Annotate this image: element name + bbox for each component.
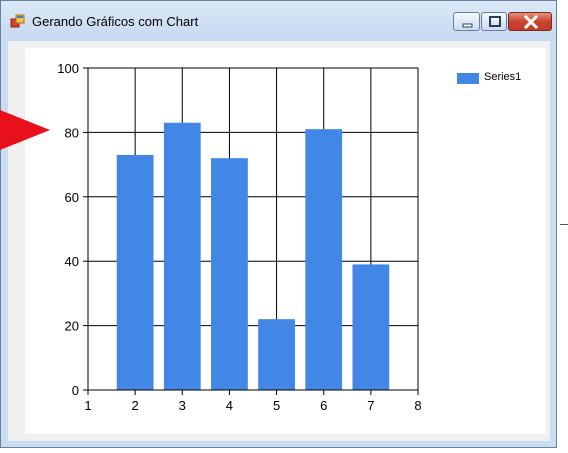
minimize-button[interactable] [453, 12, 480, 31]
bar [305, 129, 343, 390]
bar [258, 319, 295, 390]
x-tick-label: 6 [320, 398, 327, 413]
y-tick-label: 60 [65, 190, 79, 205]
main-window: Gerando Gráficos com Chart 0 20 40 60 80 100 1… [0, 0, 557, 448]
x-tick-label: 5 [273, 398, 280, 413]
y-tick-label: 40 [65, 254, 79, 269]
y-tick-label: 20 [65, 319, 79, 334]
window-title: Gerando Gráficos com Chart [32, 14, 199, 29]
x-tick-label: 3 [179, 398, 186, 413]
bar [352, 264, 390, 390]
bar [211, 158, 248, 390]
y-tick-label: 100 [57, 61, 79, 76]
form-client-area: 0 20 40 60 80 100 1 2 3 4 5 6 7 8 Series1 [8, 41, 550, 441]
edge-mark [560, 224, 568, 225]
bar [116, 154, 154, 390]
bar-chart: 0 20 40 60 80 100 1 2 3 4 5 6 7 8 [57, 61, 421, 413]
x-tick-label: 7 [367, 398, 374, 413]
legend-swatch [457, 73, 479, 84]
chart-control: 0 20 40 60 80 100 1 2 3 4 5 6 7 8 Series1 [25, 48, 546, 434]
bar [163, 122, 201, 391]
x-tick-label: 4 [226, 398, 233, 413]
minimize-icon [462, 23, 473, 28]
maximize-button[interactable] [481, 12, 507, 31]
close-icon [523, 14, 539, 30]
legend-label: Series1 [484, 71, 522, 83]
title-bar[interactable]: Gerando Gráficos com Chart [1, 1, 556, 41]
y-tick-label: 0 [72, 383, 79, 398]
app-icon[interactable] [10, 13, 26, 29]
y-tick-label: 80 [65, 125, 79, 140]
x-tick-label: 1 [84, 398, 91, 413]
close-button[interactable] [508, 12, 552, 31]
red-arrow-pointer [0, 110, 50, 150]
x-tick-label: 8 [414, 398, 421, 413]
x-tick-label: 2 [132, 398, 139, 413]
maximize-icon [489, 16, 501, 27]
